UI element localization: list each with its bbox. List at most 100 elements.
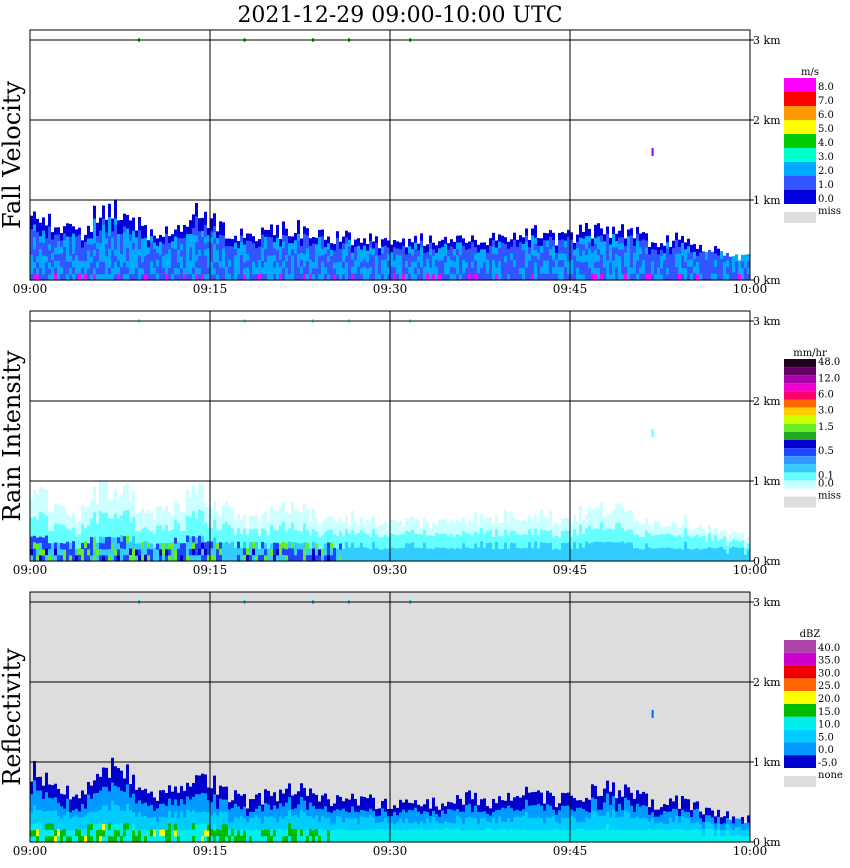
echo-cell — [57, 517, 60, 524]
echo-cell — [477, 835, 480, 843]
echo-cell — [249, 829, 252, 837]
echo-cell — [66, 261, 69, 268]
echo-cell — [735, 532, 738, 541]
echo-cell — [222, 222, 225, 230]
echo-cell — [336, 835, 339, 843]
echo-cell — [444, 243, 447, 250]
echo-cell — [687, 541, 690, 549]
echo-cell — [561, 805, 564, 812]
echo-cell — [537, 816, 540, 824]
echo-cell — [456, 821, 459, 830]
echo-cell — [450, 828, 453, 836]
echo-cell — [159, 835, 162, 843]
echo-cell — [381, 266, 384, 274]
echo-cell — [96, 260, 99, 268]
echo-cell — [54, 809, 57, 817]
echo-cell — [114, 500, 117, 508]
echo-cell — [48, 249, 51, 257]
echo-cell — [495, 247, 498, 255]
echo-cell — [240, 260, 243, 268]
echo-cell — [63, 253, 66, 261]
echo-cell — [579, 814, 582, 822]
echo-cell — [180, 518, 183, 525]
echo-cell — [222, 786, 225, 794]
echo-cell — [75, 542, 78, 550]
echo-cell — [234, 261, 237, 268]
echo-cell — [111, 499, 114, 507]
echo-cell — [447, 821, 450, 830]
echo-cell — [66, 248, 69, 256]
echo-cell — [30, 254, 33, 262]
echo-cell — [252, 515, 255, 523]
echo-cell — [591, 273, 594, 281]
echo-cell — [423, 542, 426, 550]
y-tick-label: 1 km — [753, 475, 781, 488]
echo-cell — [588, 811, 591, 819]
echo-cell — [48, 829, 51, 837]
echo-cell — [171, 791, 174, 799]
echo-cell — [195, 823, 198, 831]
echo-cell — [546, 554, 549, 562]
echo-cell — [306, 241, 309, 249]
echo-cell — [102, 211, 105, 219]
echo-cell — [501, 273, 504, 281]
echo-cell — [312, 805, 315, 813]
echo-cell — [168, 791, 171, 799]
echo-cell — [699, 244, 702, 253]
echo-cell — [393, 253, 396, 261]
echo-cell — [423, 266, 426, 274]
echo-cell — [402, 273, 405, 281]
echo-cell — [684, 547, 687, 555]
echo-cell — [462, 829, 465, 837]
echo-cell — [123, 225, 126, 233]
echo-cell — [261, 541, 264, 549]
echo-cell — [213, 823, 216, 831]
echo-cell — [516, 246, 519, 254]
echo-cell — [450, 815, 453, 823]
echo-cell — [39, 486, 42, 494]
echo-cell — [168, 542, 171, 550]
echo-cell — [315, 267, 318, 275]
echo-cell — [345, 230, 348, 238]
echo-cell — [312, 273, 315, 281]
echo-cell — [624, 238, 627, 246]
echo-cell — [81, 529, 84, 537]
echo-cell — [78, 534, 81, 542]
echo-cell — [48, 231, 51, 239]
echo-cell — [357, 539, 360, 548]
echo-cell — [111, 524, 114, 532]
echo-cell — [564, 266, 567, 274]
echo-cell — [567, 248, 570, 256]
echo-cell — [561, 524, 564, 531]
echo-cell — [309, 252, 312, 260]
echo-cell — [396, 814, 399, 823]
colorbar-swatch — [784, 92, 816, 106]
echo-cell — [363, 532, 366, 541]
echo-cell — [297, 810, 300, 818]
echo-cell — [90, 816, 93, 824]
echo-cell — [534, 225, 537, 232]
echo-cell — [132, 255, 135, 262]
echo-cell — [483, 823, 486, 831]
echo-cell — [417, 526, 420, 534]
echo-cell — [330, 522, 333, 530]
echo-cell — [351, 829, 354, 837]
echo-cell — [591, 529, 594, 537]
echo-cell — [108, 261, 111, 268]
echo-cell — [123, 237, 126, 245]
echo-cell — [111, 506, 114, 513]
echo-cell — [723, 542, 726, 550]
echo-cell — [57, 504, 60, 512]
echo-cell — [282, 534, 285, 542]
echo-cell — [414, 540, 417, 548]
echo-cell — [39, 248, 42, 256]
echo-cell — [597, 515, 600, 523]
echo-cell — [153, 248, 156, 256]
echo-cell — [672, 273, 675, 281]
echo-cell — [282, 267, 285, 275]
echo-cell — [240, 547, 243, 555]
echo-cell — [105, 261, 108, 269]
echo-cell — [102, 536, 105, 544]
echo-cell — [543, 822, 546, 830]
echo-cell — [483, 817, 486, 824]
